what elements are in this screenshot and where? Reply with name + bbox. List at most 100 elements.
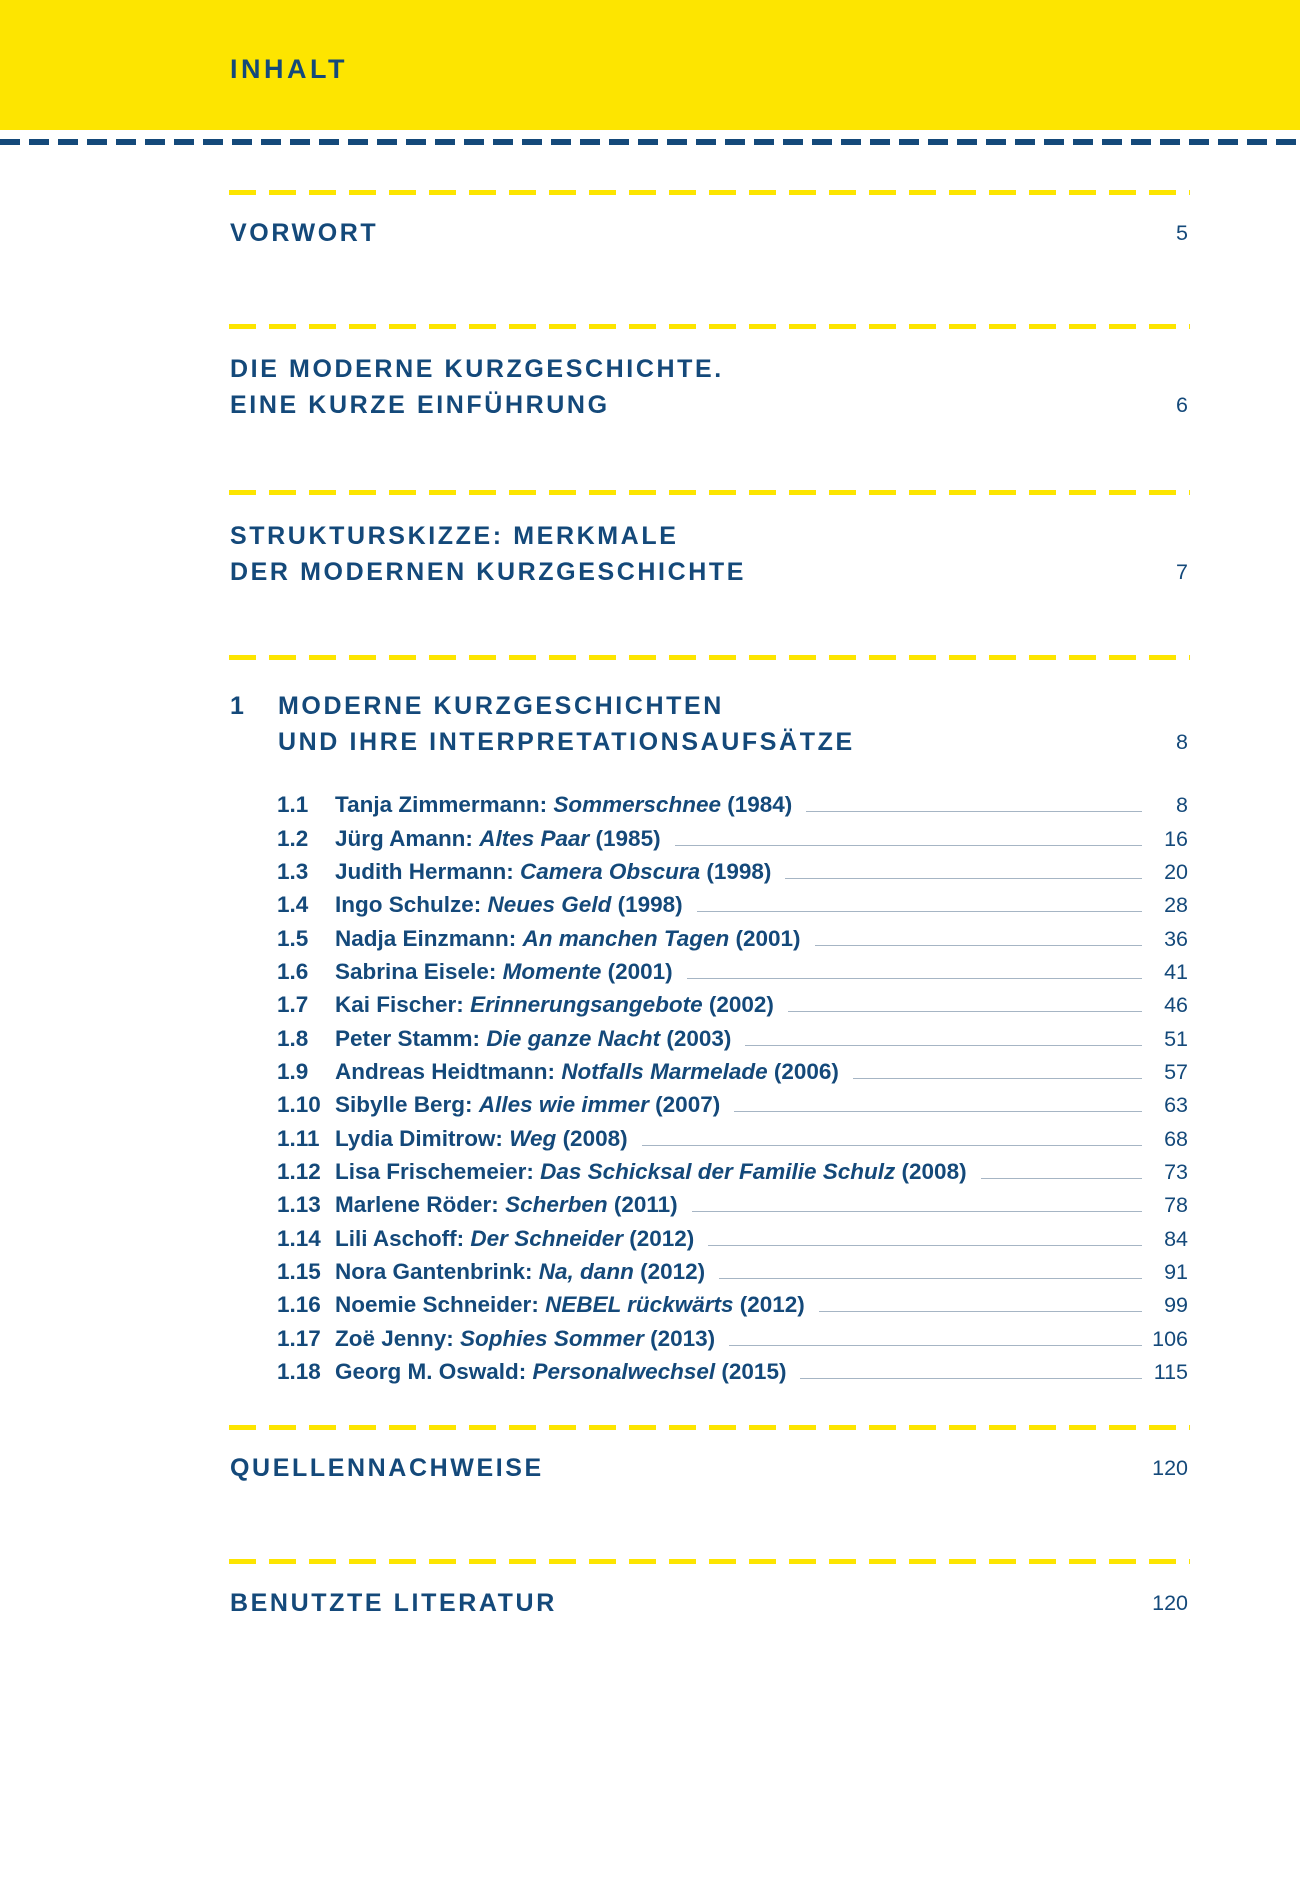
page-number: 28 xyxy=(1164,893,1188,918)
entry-number: 1.3 xyxy=(277,858,309,884)
entry-number: 1.8 xyxy=(277,1025,309,1051)
toc-entry-row: 1.15 Nora Gantenbrink: Na, dann (2012) 91 xyxy=(277,1252,1188,1285)
page-number: 36 xyxy=(1164,926,1188,951)
entry-author: Andreas Heidtmann: xyxy=(335,1058,556,1084)
entry-author: Lydia Dimitrow: xyxy=(335,1125,503,1151)
page-number: 84 xyxy=(1164,1226,1188,1251)
page-number: 106 xyxy=(1152,1326,1188,1351)
page-number: 46 xyxy=(1164,993,1188,1018)
entry-author: Tanja Zimmermann: xyxy=(335,792,548,818)
entry-author: Peter Stamm: xyxy=(335,1025,481,1051)
entry-author: Noemie Schneider: xyxy=(335,1292,539,1318)
entry-author: Georg M. Oswald: xyxy=(335,1358,527,1384)
toc-entry-row: 1.2 Jürg Amann: Altes Paar (1985) 16 xyxy=(277,818,1188,851)
page-number: 73 xyxy=(1164,1159,1188,1184)
entry-text: Nora Gantenbrink: Na, dann (2012) xyxy=(335,1259,705,1285)
entry-author: Zoë Jenny: xyxy=(335,1325,454,1351)
entry-story-title: Momente xyxy=(502,958,602,984)
entry-story-title: Sophies Sommer xyxy=(460,1325,644,1351)
entry-author: Marlene Röder: xyxy=(335,1192,499,1218)
entry-year: (2012) xyxy=(629,1225,695,1251)
entry-number: 1.2 xyxy=(277,825,309,851)
entry-text: Lili Aschoff: Der Schneider (2012) xyxy=(335,1226,694,1252)
entry-story-title: Das Schicksal der Familie Schulz xyxy=(540,1158,896,1184)
entry-author: Sibylle Berg: xyxy=(335,1092,473,1118)
entry-number: 1.6 xyxy=(277,958,309,984)
entry-text: Peter Stamm: Die ganze Nacht (2003) xyxy=(335,1026,731,1052)
entry-author: Sabrina Eisele: xyxy=(335,958,497,984)
page-number: 57 xyxy=(1164,1059,1188,1084)
toc-section-row: STRUKTURSKIZZE: MERKMALE DER MODERNEN KUR… xyxy=(230,518,1188,590)
toc-entry-row: 1.9 Andreas Heidtmann: Notfalls Marmelade… xyxy=(277,1052,1188,1085)
leader-line xyxy=(806,811,1142,813)
page-number: 8 xyxy=(1176,730,1188,754)
entry-story-title: Erinnerungsangebote xyxy=(470,992,703,1018)
toc-entry-row: 1.7 Kai Fischer: Erinnerungsangebote (200… xyxy=(277,985,1188,1018)
section-title: BENUTZTE LITERATUR xyxy=(230,1589,557,1617)
toc-entry-row: 1.10 Sibylle Berg: Alles wie immer (2007)… xyxy=(277,1085,1188,1118)
entry-author: Lili Aschoff: xyxy=(335,1225,465,1251)
entry-number: 1.7 xyxy=(277,992,309,1018)
leader-line xyxy=(729,1344,1142,1346)
entry-story-title: An manchen Tagen xyxy=(522,925,730,951)
toc-section-row: DIE MODERNE KURZGESCHICHTE. EINE KURZE EI… xyxy=(230,351,1188,423)
entry-story-title: Na, dann xyxy=(538,1258,634,1284)
entry-year: (2006) xyxy=(773,1058,839,1084)
page-number: 8 xyxy=(1176,793,1188,818)
toc-entry-row: 1.5 Nadja Einzmann: An manchen Tagen (200… xyxy=(277,918,1188,951)
page-number: 5 xyxy=(1176,221,1188,245)
leader-line xyxy=(641,1144,1142,1146)
entry-year: (2008) xyxy=(562,1125,628,1151)
section-title: VORWORT xyxy=(230,219,379,247)
page-number: 115 xyxy=(1153,1359,1188,1384)
entry-year: (2008) xyxy=(901,1158,967,1184)
toc-entry-row: 1.6 Sabrina Eisele: Momente (2001) 41 xyxy=(277,952,1188,985)
page-number: 120 xyxy=(1152,1456,1188,1480)
entry-story-title: Altes Paar xyxy=(479,825,590,851)
toc-section-row: 1 MODERNE KURZGESCHICHTEN UND IHRE INTERPR… xyxy=(230,688,1188,760)
entry-year: (2003) xyxy=(666,1025,732,1051)
leader-line xyxy=(814,944,1142,946)
entry-year: (2013) xyxy=(650,1325,716,1351)
section-number: 1 xyxy=(230,692,244,720)
entry-text: Zoë Jenny: Sophies Sommer (2013) xyxy=(335,1326,715,1352)
page-number: 91 xyxy=(1164,1259,1188,1284)
toc-entry-row: 1.17 Zoë Jenny: Sophies Sommer (2013) 106 xyxy=(277,1318,1188,1351)
leader-line xyxy=(696,911,1142,913)
toc-entry-list: 1.1 Tanja Zimmermann: Sommerschnee (1984)… xyxy=(277,785,1188,1385)
entry-year: (1998) xyxy=(617,892,683,918)
section-divider xyxy=(229,490,1190,495)
entry-number: 1.9 xyxy=(277,1058,309,1084)
entry-text: Marlene Röder: Scherben (2011) xyxy=(335,1192,678,1218)
section-divider xyxy=(229,1559,1190,1564)
toc-entry-row: 1.3 Judith Hermann: Camera Obscura (1998)… xyxy=(277,852,1188,885)
entry-number: 1.10 xyxy=(277,1092,321,1118)
page-number: 63 xyxy=(1164,1093,1188,1118)
entry-author: Ingo Schulze: xyxy=(335,892,482,918)
toc-section-row: BENUTZTE LITERATUR 120 xyxy=(230,1585,1188,1621)
leader-line xyxy=(686,977,1142,979)
toc-entry-row: 1.8 Peter Stamm: Die ganze Nacht (2003) 51 xyxy=(277,1018,1188,1051)
toc-entry-row: 1.12 Lisa Frischemeier: Das Schicksal der… xyxy=(277,1152,1188,1185)
section-divider xyxy=(229,655,1190,660)
entry-number: 1.5 xyxy=(277,925,309,951)
entry-number: 1.14 xyxy=(277,1225,321,1251)
entry-author: Jürg Amann: xyxy=(335,825,473,851)
page-number: 99 xyxy=(1164,1293,1188,1318)
page-number: 78 xyxy=(1164,1193,1188,1218)
entry-year: (2012) xyxy=(739,1292,805,1318)
entry-number: 1.17 xyxy=(277,1325,321,1351)
section-divider xyxy=(229,190,1190,195)
entry-year: (2001) xyxy=(607,958,673,984)
entry-number: 1.12 xyxy=(277,1158,321,1184)
page-header: INHALT xyxy=(0,0,1300,130)
page-number: 120 xyxy=(1152,1591,1188,1615)
entry-year: (2002) xyxy=(708,992,774,1018)
entry-number: 1.11 xyxy=(277,1125,320,1151)
toc-entry-row: 1.4 Ingo Schulze: Neues Geld (1998) 28 xyxy=(277,885,1188,918)
toc-entry-row: 1.16 Noemie Schneider: NEBEL rückwärts (2… xyxy=(277,1285,1188,1318)
header-divider-dashed-rule xyxy=(0,139,1300,145)
entry-story-title: Personalwechsel xyxy=(532,1358,716,1384)
leader-line xyxy=(852,1077,1142,1079)
